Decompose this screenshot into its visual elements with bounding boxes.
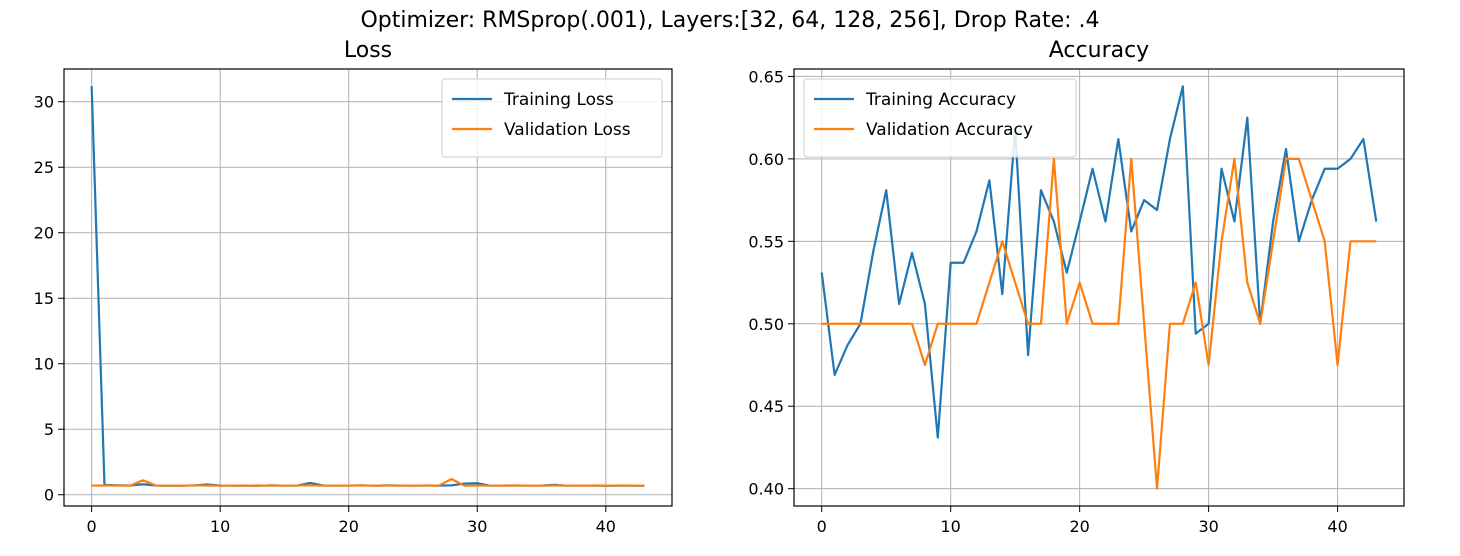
accuracy-ytick-label-2: 0.50 xyxy=(748,315,784,334)
accuracy-xtick-label-3: 30 xyxy=(1198,517,1218,536)
accuracy-xtick-label-2: 20 xyxy=(1069,517,1089,536)
accuracy-ytick-label-5: 0.65 xyxy=(748,67,784,86)
loss-axes-frame xyxy=(63,68,673,507)
loss-xtick-label-0: 0 xyxy=(87,517,97,536)
accuracy-xtick-label-4: 40 xyxy=(1327,517,1347,536)
accuracy-legend-box xyxy=(803,78,1077,158)
accuracy-chart: Accuracy 0 10 20 30 40 0.40 0.45 0.50 0.55 0.60 0.6… xyxy=(748,38,1405,536)
loss-xtick-label-1: 10 xyxy=(210,517,230,536)
loss-legend-label-1: Validation Loss xyxy=(504,120,631,140)
loss-legend-box xyxy=(441,78,663,158)
loss-chart: Loss 0 10 20 30 40 0 5 10 15 20 25 30 Training Loss Va… xyxy=(34,38,673,536)
loss-legend-label-0: Training Loss xyxy=(503,90,614,110)
loss-legend: Training Loss Validation Loss xyxy=(441,78,663,158)
loss-ytick-label-6: 30 xyxy=(34,93,54,112)
accuracy-ytick-label-1: 0.45 xyxy=(748,397,784,416)
loss-xtick-label-3: 30 xyxy=(467,517,487,536)
loss-ytick-label-4: 20 xyxy=(34,224,54,243)
accuracy-title: Accuracy xyxy=(1049,38,1149,63)
accuracy-series-line-validation xyxy=(821,157,1377,490)
loss-ytick-label-1: 5 xyxy=(44,420,54,439)
accuracy-ytick-label-3: 0.55 xyxy=(748,232,784,251)
accuracy-xtick-label-0: 0 xyxy=(817,517,827,536)
loss-title: Loss xyxy=(344,38,392,63)
accuracy-legend-label-0: Training Accuracy xyxy=(865,90,1016,110)
accuracy-ytick-label-4: 0.60 xyxy=(748,150,784,169)
accuracy-ytick-label-0: 0.40 xyxy=(748,480,784,499)
loss-ytick-label-3: 15 xyxy=(34,289,54,308)
accuracy-series-line-training xyxy=(820,85,1378,439)
accuracy-axes-frame xyxy=(793,68,1405,507)
accuracy-xtick-label-1: 10 xyxy=(941,517,961,536)
loss-xtick-label-4: 40 xyxy=(596,517,616,536)
loss-series-line-validation xyxy=(91,477,645,487)
figure-suptitle: Optimizer: RMSprop(.001), Layers:[32, 64… xyxy=(360,8,1100,33)
loss-ytick-label-5: 25 xyxy=(34,158,54,177)
accuracy-legend-label-1: Validation Accuracy xyxy=(866,120,1033,140)
loss-xtick-label-2: 20 xyxy=(339,517,359,536)
accuracy-legend: Training Accuracy Validation Accuracy xyxy=(803,78,1077,158)
loss-ytick-label-2: 10 xyxy=(34,355,54,374)
loss-ytick-label-0: 0 xyxy=(44,486,54,505)
